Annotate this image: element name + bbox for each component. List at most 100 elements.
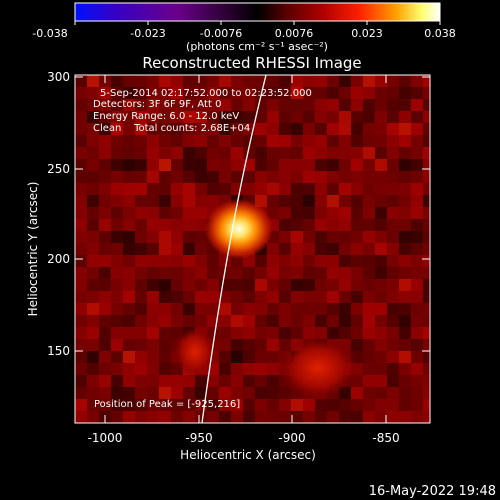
mosaic-cell (423, 339, 430, 351)
mosaic-cell (183, 171, 195, 183)
mosaic-cell (375, 315, 387, 327)
mosaic-cell (87, 231, 99, 243)
mosaic-cell (111, 243, 123, 255)
mosaic-cell (303, 303, 315, 315)
mosaic-cell (111, 315, 123, 327)
mosaic-cell (159, 231, 171, 243)
mosaic-cell (219, 339, 231, 351)
mosaic-cell (207, 387, 219, 399)
mosaic-cell (135, 267, 147, 279)
mosaic-cell (423, 183, 430, 195)
mosaic-cell (111, 351, 123, 363)
mosaic-cell (279, 135, 291, 147)
x-tick-label: -900 (278, 431, 305, 445)
mosaic-cell (363, 267, 375, 279)
mosaic-cell (123, 279, 135, 291)
colorbar-tick-label: 0.038 (424, 27, 456, 40)
mosaic-cell (363, 219, 375, 231)
mosaic-cell (363, 291, 375, 303)
mosaic-cell (99, 363, 111, 375)
mosaic-cell (387, 171, 399, 183)
mosaic-cell (291, 159, 303, 171)
mosaic-cell (255, 183, 267, 195)
mosaic-cell (147, 387, 159, 399)
mosaic-cell (411, 279, 423, 291)
mosaic-cell (147, 159, 159, 171)
mosaic-cell (135, 243, 147, 255)
mosaic-cell (255, 99, 267, 111)
mosaic-cell (171, 315, 183, 327)
mosaic-cell (387, 327, 399, 339)
mosaic-cell (327, 75, 339, 87)
mosaic-cell (75, 327, 87, 339)
mosaic-cell (267, 267, 279, 279)
mosaic-cell (363, 99, 375, 111)
mosaic-cell (255, 375, 267, 387)
mosaic-cell (327, 291, 339, 303)
mosaic-cell (423, 99, 430, 111)
mosaic-cell (123, 195, 135, 207)
mosaic-cell (303, 279, 315, 291)
mosaic-cell (267, 87, 279, 99)
mosaic-cell (327, 135, 339, 147)
mosaic-cell (75, 75, 87, 87)
mosaic-cell (387, 255, 399, 267)
mosaic-cell (123, 339, 135, 351)
mosaic-cell (207, 135, 219, 147)
mosaic-cell (423, 219, 430, 231)
mosaic-cell (411, 147, 423, 159)
mosaic-cell (99, 279, 111, 291)
mosaic-cell (255, 279, 267, 291)
mosaic-cell (87, 363, 99, 375)
mosaic-cell (303, 159, 315, 171)
mosaic-cell (111, 255, 123, 267)
mosaic-cell (351, 399, 363, 411)
mosaic-cell (195, 159, 207, 171)
y-tick-labels: 300 250 200 150 (47, 70, 70, 358)
mosaic-cell (75, 339, 87, 351)
mosaic-cell (363, 303, 375, 315)
mosaic-cell (339, 411, 351, 423)
mosaic-cell (387, 207, 399, 219)
mosaic-cell (123, 351, 135, 363)
mosaic-cell (99, 303, 111, 315)
mosaic-cell (267, 339, 279, 351)
mosaic-cell (387, 75, 399, 87)
mosaic-cell (267, 387, 279, 399)
mosaic-cell (363, 327, 375, 339)
mosaic-cell (363, 387, 375, 399)
mosaic-cell (291, 147, 303, 159)
mosaic-cell (195, 243, 207, 255)
secondary-source-blob (278, 336, 358, 400)
mosaic-cell (135, 87, 147, 99)
mosaic-cell (183, 195, 195, 207)
mosaic-cell (351, 303, 363, 315)
mosaic-cell (99, 243, 111, 255)
mosaic-cell (375, 171, 387, 183)
mosaic-cell (267, 255, 279, 267)
mosaic-cell (111, 207, 123, 219)
mosaic-cell (267, 291, 279, 303)
mosaic-cell (87, 243, 99, 255)
mosaic-cell (387, 231, 399, 243)
mosaic-cell (267, 159, 279, 171)
mosaic-cell (135, 303, 147, 315)
mosaic-cell (399, 231, 411, 243)
mosaic-cell (219, 159, 231, 171)
mosaic-cell (183, 123, 195, 135)
mosaic-cell (267, 399, 279, 411)
mosaic-cell (159, 159, 171, 171)
mosaic-cell (159, 183, 171, 195)
mosaic-cell (387, 279, 399, 291)
mosaic-cell (75, 291, 87, 303)
mosaic-cell (339, 171, 351, 183)
mosaic-cell (375, 327, 387, 339)
mosaic-cell (147, 327, 159, 339)
mosaic-cell (147, 243, 159, 255)
mosaic-cell (75, 207, 87, 219)
mosaic-cell (243, 327, 255, 339)
mosaic-cell (315, 183, 327, 195)
mosaic-cell (327, 159, 339, 171)
mosaic-cell (351, 279, 363, 291)
mosaic-cell (423, 147, 430, 159)
